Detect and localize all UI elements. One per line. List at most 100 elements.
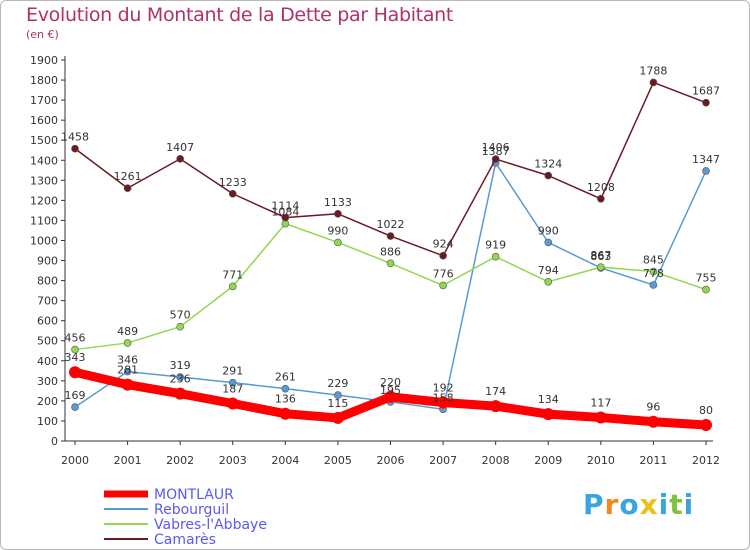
series-point-0 [437,396,450,409]
series-point-2 [649,267,658,276]
y-tick-label: 900 [37,255,58,268]
series-point-3 [439,251,447,260]
data-label-1: 229 [327,377,348,390]
legend-label-1: Rebourguil [154,502,229,518]
series-point-3 [649,78,658,87]
data-label-2: 919 [485,239,506,252]
data-label-1: 169 [65,389,86,402]
y-tick-label: 400 [37,355,58,368]
y-tick-label: 1500 [30,134,58,147]
y-tick-label: 200 [37,395,58,408]
y-tick-label: 1700 [30,94,58,107]
data-label-0: 96 [646,401,660,414]
data-label-1: 863 [590,250,611,263]
data-label-0: 187 [222,383,243,396]
logo-letter: P [583,488,605,521]
data-label-3: 1687 [692,85,720,98]
series-point-1 [334,391,342,399]
series-point-2 [228,282,237,291]
series-point-0 [121,378,134,391]
data-label-3: 924 [433,238,454,251]
x-tick-label: 2010 [587,454,615,467]
series-point-3 [702,98,710,107]
series-point-0 [384,390,397,403]
series-point-1 [176,373,184,381]
series-point-2 [597,263,605,271]
data-label-2: 794 [538,264,559,277]
data-label-3: 1406 [482,141,510,154]
series-point-1 [281,384,290,393]
data-label-0: 117 [590,397,611,410]
y-tick-label: 500 [37,335,58,348]
series-point-2 [491,252,500,261]
series-point-3 [281,213,290,222]
x-tick-label: 2001 [114,454,142,467]
series-point-1 [702,167,710,175]
series-point-3 [491,155,500,163]
series-point-2 [71,345,79,354]
data-label-2: 867 [590,249,611,262]
data-labels: 169 346 319 291 261 229 195 158 1387 990 863 778 134… [61,64,720,416]
series-point-3 [334,210,342,218]
x-tick-label: 2009 [534,454,562,467]
proxiti-logo: Proxiti [583,488,694,521]
data-label-2: 990 [327,224,348,237]
logo-letter: o [619,488,640,521]
series-point-0 [594,411,607,424]
data-label-2: 456 [65,332,86,345]
axes [61,56,713,445]
x-tick-label: 2000 [61,454,89,467]
data-label-2: 570 [170,309,191,322]
x-tick-label: 2011 [639,454,667,467]
y-tick-label: 1900 [30,54,58,67]
data-label-0: 343 [65,351,86,364]
y-tick-label: 700 [37,295,58,308]
legend-label-0: MONTLAUR [154,487,234,503]
series-point-3 [176,155,184,163]
series-group [69,78,712,431]
legend-label-2: Vabres-l'Abbaye [154,517,267,533]
data-label-1: 778 [643,267,664,280]
x-tick-label: 2007 [429,454,457,467]
x-tick-label: 2006 [377,454,405,467]
data-label-0: 220 [380,376,401,389]
data-label-2: 755 [696,272,717,285]
chart-title: Evolution du Montant de la Dette par Hab… [26,4,454,26]
data-label-0: 80 [699,404,713,417]
data-label-1: 291 [222,365,243,378]
series-point-0 [700,418,712,431]
data-label-2: 771 [222,268,243,281]
series-point-3 [597,194,605,203]
series-point-1 [71,403,79,411]
y-tick-label: 1100 [30,214,58,227]
y-axis-unit: (en €) [26,28,59,41]
series-point-1 [649,281,658,289]
x-tick-label: 2005 [324,454,352,467]
series-point-2 [176,322,184,331]
series-point-0 [647,415,660,428]
x-tick-label: 2012 [692,454,720,467]
data-label-1: 261 [275,371,296,384]
data-label-3: 1407 [166,141,194,154]
series-point-3 [228,189,237,198]
data-label-1: 319 [170,359,191,372]
series-point-2 [702,285,710,294]
series-point-1 [228,378,237,387]
data-label-1: 158 [433,391,454,404]
series-point-0 [279,407,292,420]
data-label-2: 845 [643,254,664,267]
series-point-2 [544,277,553,286]
data-label-2: 1084 [271,206,299,219]
series-point-0 [69,366,81,379]
series-point-2 [123,339,132,347]
y-tick-label: 1800 [30,74,58,87]
y-tick-label: 300 [37,375,58,388]
x-tick-label: 2008 [482,454,510,467]
data-label-0: 115 [327,397,348,410]
data-label-3: 1788 [639,64,667,77]
series-point-3 [123,184,132,192]
series-point-0 [489,400,502,413]
x-tick-label: 2002 [166,454,194,467]
y-tick-label: 100 [37,415,58,428]
